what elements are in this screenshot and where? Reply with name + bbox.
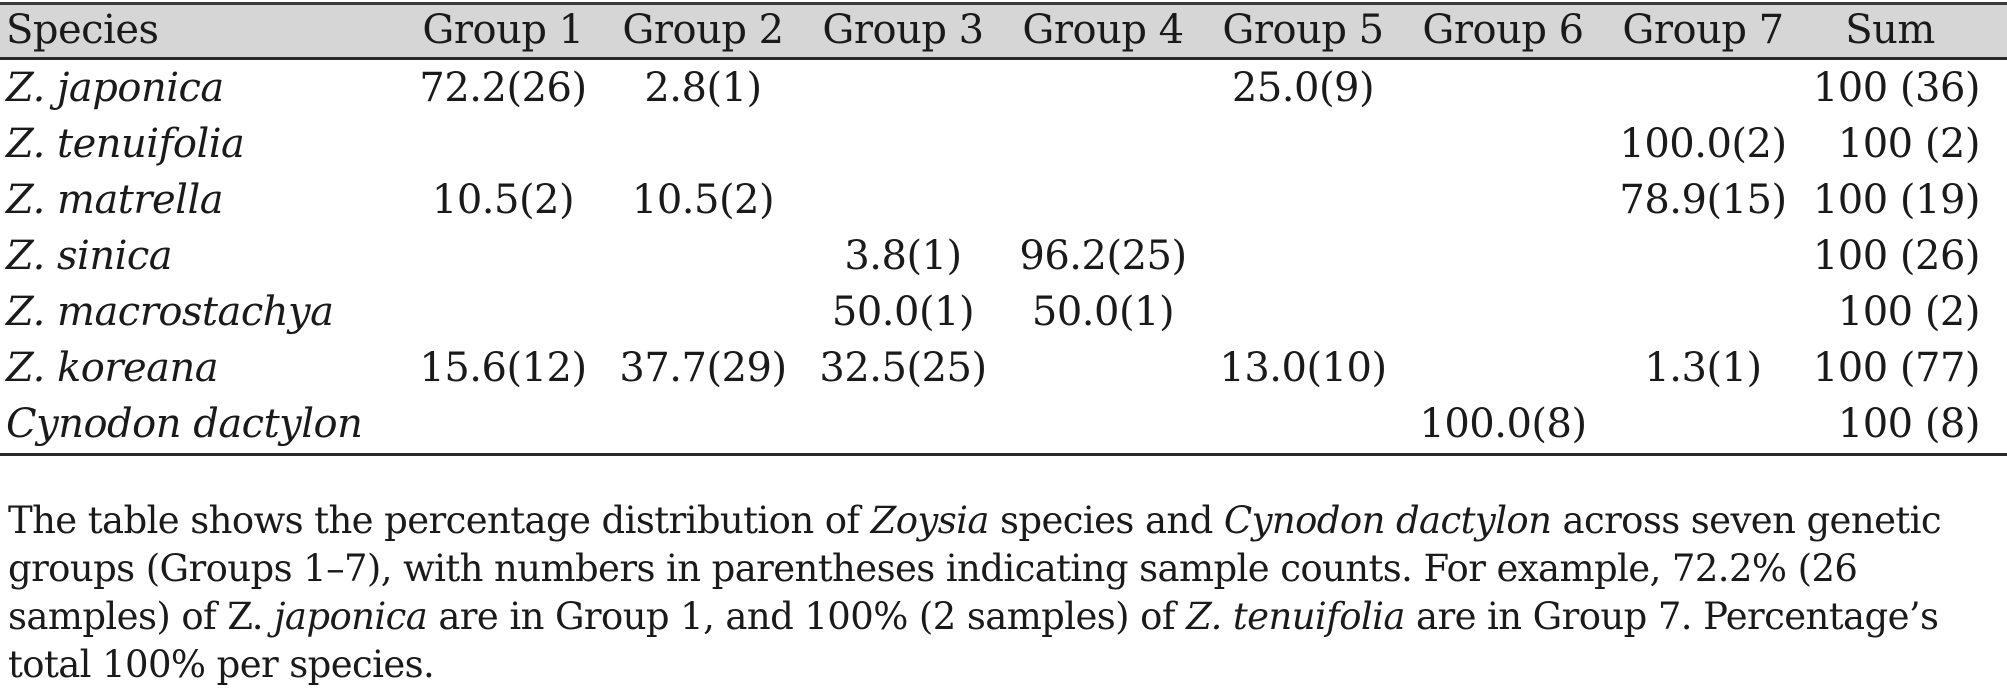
row-cell-group-3: 3.8(1) xyxy=(844,233,962,279)
row-cell-group-6: 100.0(8) xyxy=(1419,401,1587,447)
table-row: Z. sinica 3.8(1) 96.2(25) 100 (26) xyxy=(0,230,2007,286)
caption-italic-genus: Zoysia xyxy=(870,499,990,542)
table-row: Z. matrella 10.5(2) 10.5(2) 78.9(15) 100… xyxy=(0,174,2007,230)
row-cell-group-3: 50.0(1) xyxy=(831,289,975,335)
row-cell-group-7: 78.9(15) xyxy=(1619,177,1787,223)
row-cell-sum: 100 (26) xyxy=(1812,233,1981,279)
row-cell-group-2: 37.7(29) xyxy=(619,345,787,391)
row-species: Z. tenuifolia xyxy=(6,121,245,167)
caption-text: species and xyxy=(988,499,1224,542)
table-header-band xyxy=(0,5,2007,57)
caption-text: The table shows the percentage distribut… xyxy=(8,499,871,542)
table-caption: The table shows the percentage distribut… xyxy=(8,497,2003,689)
table-row: Z. koreana 15.6(12) 37.7(29) 32.5(25) 13… xyxy=(0,342,2007,398)
table-row: Cynodon dactylon 100.0(8) 100 (8) xyxy=(0,398,2007,454)
row-species: Cynodon dactylon xyxy=(6,401,363,447)
table-row: Z. macrostachya 50.0(1) 50.0(1) 100 (2) xyxy=(0,286,2007,342)
table-row: Z. japonica 72.2(26) 2.8(1) 25.0(9) 100 … xyxy=(0,62,2007,118)
table-row: Z. tenuifolia 100.0(2) 100 (2) xyxy=(0,118,2007,174)
caption-italic-species: japonica xyxy=(274,595,428,638)
caption-italic-species: Cynodon dactylon xyxy=(1223,499,1552,542)
row-cell-sum: 100 (2) xyxy=(1837,289,1981,335)
table-top-rule xyxy=(0,2,2007,5)
caption-italic-species: Z. tenuifolia xyxy=(1186,595,1405,638)
row-species: Z. sinica xyxy=(6,233,173,279)
table-bottom-rule xyxy=(0,453,2007,456)
row-species: Z. koreana xyxy=(6,345,219,391)
header-group-7: Group 7 xyxy=(1622,7,1784,53)
row-cell-group-4: 96.2(25) xyxy=(1019,233,1187,279)
row-cell-group-2: 2.8(1) xyxy=(644,65,762,111)
header-species: Species xyxy=(6,7,159,53)
header-sum: Sum xyxy=(1845,7,1935,53)
header-group-6: Group 6 xyxy=(1422,7,1584,53)
row-cell-sum: 100 (19) xyxy=(1812,177,1981,223)
header-group-5: Group 5 xyxy=(1222,7,1384,53)
header-group-2: Group 2 xyxy=(622,7,784,53)
row-cell-group-1: 15.6(12) xyxy=(419,345,587,391)
row-cell-group-3: 32.5(25) xyxy=(819,345,987,391)
row-cell-group-4: 50.0(1) xyxy=(1031,289,1175,335)
row-cell-sum: 100 (2) xyxy=(1837,121,1981,167)
table-header-rule xyxy=(0,57,2007,60)
row-cell-group-2: 10.5(2) xyxy=(631,177,775,223)
caption-text: are in Group 1, and 100% (2 samples) of xyxy=(427,595,1187,638)
row-cell-group-1: 10.5(2) xyxy=(431,177,575,223)
row-species: Z. matrella xyxy=(6,177,224,223)
row-cell-sum: 100 (77) xyxy=(1812,345,1981,391)
caption-text: across seven genetic groups (Groups 1–7)… xyxy=(8,499,1942,638)
row-cell-group-7: 1.3(1) xyxy=(1644,345,1762,391)
row-cell-group-1: 72.2(26) xyxy=(419,65,587,111)
row-species: Z. japonica xyxy=(6,65,224,111)
row-cell-sum: 100 (8) xyxy=(1837,401,1981,447)
table-header-row: Species Group 1 Group 2 Group 3 Group 4 … xyxy=(0,4,2007,60)
row-cell-group-7: 100.0(2) xyxy=(1619,121,1787,167)
header-group-1: Group 1 xyxy=(422,7,584,53)
header-group-4: Group 4 xyxy=(1022,7,1184,53)
row-cell-group-5: 13.0(10) xyxy=(1219,345,1387,391)
row-cell-group-5: 25.0(9) xyxy=(1231,65,1375,111)
row-cell-sum: 100 (36) xyxy=(1812,65,1981,111)
row-species: Z. macrostachya xyxy=(6,289,334,335)
header-group-3: Group 3 xyxy=(822,7,984,53)
